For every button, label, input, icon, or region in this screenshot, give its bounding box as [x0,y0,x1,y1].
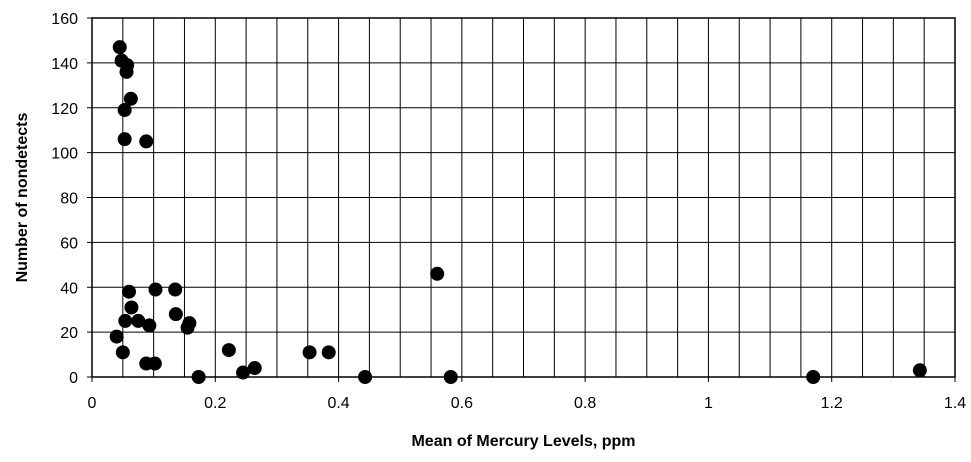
data-point [142,318,157,333]
x-tick-label: 1.2 [821,395,843,412]
data-point [443,370,458,384]
y-tick-label: 160 [51,11,78,28]
data-point [123,91,138,106]
x-tick-label: 0.4 [327,395,349,412]
data-point [168,282,183,297]
data-point [191,370,206,384]
data-point [131,313,146,328]
data-point [806,370,821,384]
data-point [221,343,236,358]
data-point [112,40,127,55]
data-point [109,329,124,344]
y-axis-title: Number of nondetects [14,113,31,283]
data-point [115,345,130,360]
x-tick-label: 0.2 [204,395,226,412]
data-point [912,363,927,378]
y-tick-label: 80 [60,191,78,208]
x-tick-label: 0.6 [451,395,473,412]
data-point [321,345,336,360]
x-tick-label: 0.8 [574,395,596,412]
y-tick-label: 40 [60,280,78,297]
data-point [247,361,262,376]
data-point [139,134,154,149]
data-point [168,307,183,322]
data-point [358,370,373,384]
data-point [180,320,195,335]
data-point [118,313,133,328]
y-tick-label: 140 [51,56,78,73]
tick-label-layer: 0 0.2 0.4 0.6 0.8 1 1.2 1.4 0 20 40 60 80 100 120 140 16… [51,11,966,412]
data-point [121,284,136,299]
x-axis-title: Mean of Mercury Levels, ppm [411,433,635,450]
x-tick-label: 1.4 [944,395,966,412]
y-tick-label: 0 [69,370,78,387]
data-point [117,102,132,117]
grid-layer [92,18,955,377]
x-tick-label: 1 [704,395,713,412]
data-point [147,356,162,371]
data-point [148,282,163,297]
data-point-layer [109,40,927,384]
data-point [117,132,132,147]
y-tick-label: 120 [51,101,78,118]
x-tick-label: 0 [88,395,97,412]
data-point [124,300,139,315]
data-point [430,266,445,281]
data-point [302,345,317,360]
y-tick-label: 20 [60,325,78,342]
y-tick-label: 60 [60,235,78,252]
y-tick-label: 100 [51,146,78,163]
data-point [119,64,134,79]
data-point [236,365,251,380]
